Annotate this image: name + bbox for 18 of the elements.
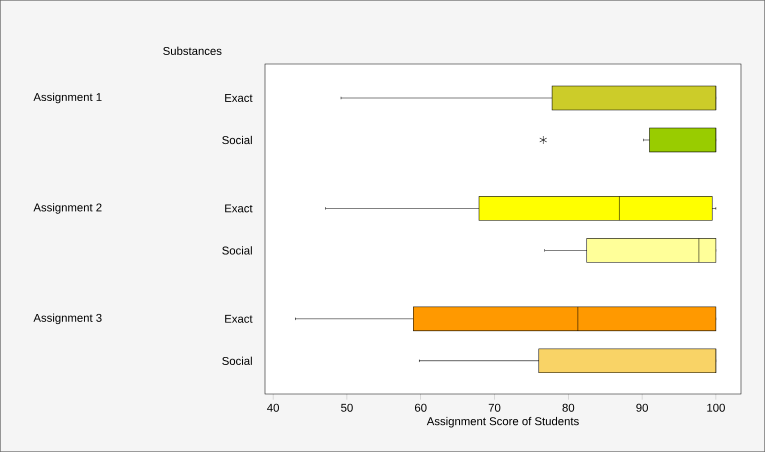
text: Assignment 2: [33, 203, 102, 214]
x-tick-label: 90: [636, 404, 648, 412]
x-tick-label: 70: [488, 404, 500, 412]
y-axis-title: Substances: [163, 46, 222, 55]
x-tick-label: 60: [414, 404, 427, 412]
x-axis-title: Assignment Score of Students: [426, 416, 579, 428]
x-tick-label: 80: [562, 404, 574, 412]
text: Assignment 1: [33, 92, 102, 104]
x-tick-label: 100: [707, 404, 725, 412]
x-tick-label: 40: [267, 404, 279, 412]
y-tick-label: Exact: [225, 204, 253, 212]
text: Assignment 3: [33, 314, 102, 324]
x-tick-label: 50: [341, 404, 353, 412]
y-tick-label: Social: [222, 136, 252, 144]
y-tick-label: Exact: [225, 314, 253, 323]
y-tick-label: Social: [222, 356, 252, 365]
y-tick-label: Exact: [225, 94, 253, 102]
y-tick-label: Social: [222, 246, 252, 255]
